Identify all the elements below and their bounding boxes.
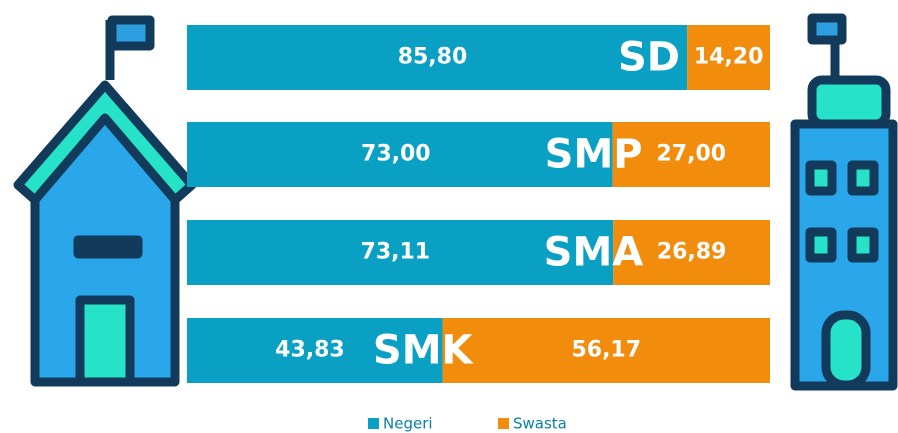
school-icon bbox=[13, 15, 197, 387]
category-label: SMA bbox=[544, 230, 644, 276]
bar-segment bbox=[687, 25, 770, 90]
value-label: 73,11 bbox=[361, 240, 431, 265]
bar-segment bbox=[187, 220, 614, 285]
value-label: 26,89 bbox=[657, 240, 727, 265]
building-icon bbox=[790, 13, 898, 391]
value-label: 14,20 bbox=[694, 45, 764, 70]
category-label: SMK bbox=[373, 328, 475, 374]
legend-label: Swasta bbox=[513, 415, 567, 433]
bar-segment bbox=[187, 318, 443, 383]
bar-segment bbox=[612, 122, 770, 187]
legend-label: Negeri bbox=[383, 415, 433, 433]
value-label: 85,80 bbox=[398, 45, 468, 70]
legend-swatch bbox=[368, 418, 379, 429]
bar-segment bbox=[442, 318, 770, 383]
legend-swatch bbox=[498, 418, 509, 429]
value-label: 27,00 bbox=[656, 142, 726, 167]
bar-segment bbox=[187, 25, 688, 90]
value-label: 56,17 bbox=[571, 338, 641, 363]
bar-segment bbox=[187, 122, 613, 187]
value-label: 73,00 bbox=[361, 142, 431, 167]
value-label: 43,83 bbox=[275, 338, 345, 363]
category-label: SMP bbox=[545, 132, 643, 178]
category-label: SD bbox=[618, 35, 680, 81]
bar-segment bbox=[613, 220, 770, 285]
